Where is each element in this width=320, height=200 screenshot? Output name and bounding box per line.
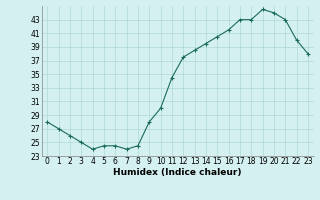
X-axis label: Humidex (Indice chaleur): Humidex (Indice chaleur) [113,168,242,177]
